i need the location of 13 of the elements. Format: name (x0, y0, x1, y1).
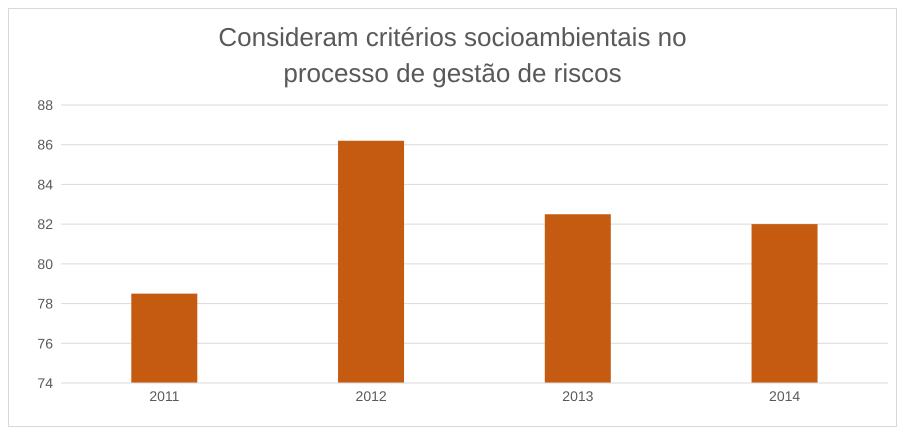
y-tick-label: 86 (37, 136, 54, 153)
y-tick-label: 78 (37, 296, 54, 312)
y-tick-label: 74 (37, 374, 54, 391)
y-tick-label: 88 (37, 96, 54, 113)
chart-title: Consideram critérios socioambientais no processo de gestão de riscos (217, 21, 688, 90)
x-tick-label: 2012 (356, 388, 387, 404)
x-tick-label: 2011 (149, 388, 180, 404)
x-tick-label: 2013 (562, 388, 594, 404)
y-tick-label: 76 (37, 335, 54, 352)
y-tick-label: 82 (37, 216, 54, 232)
x-tick-label: 2014 (769, 388, 800, 404)
y-tick-label: 84 (37, 176, 54, 192)
y-tick-label: 80 (37, 256, 54, 272)
